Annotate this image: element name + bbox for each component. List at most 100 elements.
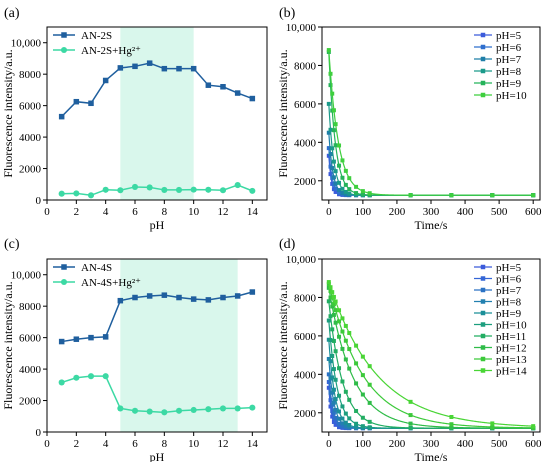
- data-point: [249, 95, 256, 102]
- data-point: [330, 402, 335, 407]
- y-tick-label: 4000: [294, 137, 317, 149]
- x-tick-label: 600: [525, 438, 542, 450]
- data-point: [73, 190, 80, 197]
- data-point: [449, 425, 454, 430]
- x-tick-label: 0: [326, 438, 332, 450]
- data-point: [331, 367, 336, 372]
- data-point: [333, 422, 338, 427]
- data-point: [88, 100, 94, 107]
- data-point: [73, 336, 80, 342]
- data-point: [234, 293, 241, 299]
- data-point: [328, 285, 333, 290]
- y-tick-label: 8000: [19, 69, 42, 81]
- data-point: [326, 299, 331, 304]
- legend: AN-4S AN-4S+Hg²⁺: [53, 262, 141, 289]
- panel-d: 0 100 200 300 400 500 600 2000 4000 6000 8000 10,00…: [276, 237, 542, 462]
- data-point: [102, 373, 109, 380]
- data-point: [367, 191, 372, 196]
- data-point: [354, 408, 359, 413]
- data-point: [490, 424, 495, 429]
- legend-swatch-marker: [480, 322, 486, 327]
- x-tick-label: 2: [74, 206, 80, 218]
- x-axis-label: pH: [150, 450, 165, 462]
- data-point: [333, 349, 338, 354]
- data-point: [330, 327, 335, 332]
- y-tick-label: 6000: [19, 101, 42, 113]
- data-point: [326, 380, 331, 385]
- legend-label: pH=11: [496, 331, 526, 343]
- panel-b: 0 100 200 300 400 500 600 2000 4000 6000 8000 10,00…: [276, 6, 542, 232]
- data-point: [343, 168, 348, 173]
- fit-curve: [328, 374, 534, 429]
- data-point: [175, 407, 183, 414]
- data-point: [360, 354, 365, 359]
- x-tick-label: 100: [355, 206, 372, 218]
- data-point: [58, 113, 65, 120]
- data-point: [337, 334, 342, 339]
- data-point: [330, 390, 335, 395]
- data-point: [449, 193, 454, 198]
- data-point: [408, 421, 413, 426]
- data-point: [490, 193, 495, 198]
- legend: pH=5pH=6pH=7pH=8pH=9pH=10: [474, 30, 527, 102]
- fit-curve: [328, 148, 534, 196]
- data-point: [330, 166, 335, 171]
- data-point: [330, 353, 335, 358]
- data-point: [220, 294, 226, 301]
- data-point: [354, 381, 359, 386]
- data-point: [354, 184, 359, 189]
- data-point: [360, 415, 365, 420]
- data-point: [88, 334, 94, 341]
- data-point: [343, 420, 348, 425]
- legend-label: pH=7: [496, 54, 522, 66]
- data-point: [449, 414, 454, 419]
- data-point: [190, 65, 197, 72]
- data-point: [190, 406, 197, 414]
- legend: pH=5pH=6pH=7pH=8pH=9pH=10pH=11pH=12pH=13…: [474, 262, 527, 378]
- legend-swatch-marker: [480, 276, 486, 281]
- data-point: [333, 189, 338, 194]
- data-point: [333, 186, 338, 191]
- data-point: [58, 379, 65, 386]
- series-AN-2S: [58, 60, 256, 120]
- data-point: [347, 330, 352, 335]
- data-point: [340, 158, 345, 163]
- legend-swatch-marker: [480, 287, 486, 293]
- data-point: [333, 122, 338, 127]
- plot-frame: [46, 258, 268, 433]
- legend-label: pH=14: [496, 366, 527, 378]
- legend-label: AN-4S+Hg²⁺: [81, 277, 141, 289]
- data-point: [367, 425, 372, 430]
- data-point: [333, 320, 338, 325]
- data-point: [343, 189, 348, 194]
- legend-label: AN-2S+Hg²⁺: [81, 45, 141, 57]
- data-point: [333, 415, 338, 420]
- legend-label: pH=12: [496, 343, 527, 355]
- data-point: [531, 424, 536, 429]
- data-point: [102, 334, 109, 340]
- x-axis-label: Time/s: [415, 450, 448, 462]
- data-point: [330, 375, 335, 380]
- data-point: [146, 293, 153, 299]
- data-point: [354, 421, 359, 426]
- data-point: [326, 130, 331, 135]
- data-point: [328, 127, 333, 132]
- data-point: [367, 382, 372, 387]
- data-point: [326, 101, 331, 106]
- x-tick-label: 500: [491, 206, 508, 218]
- y-tick-label: 8000: [294, 292, 317, 304]
- data-point: [360, 424, 365, 429]
- legend-swatch-marker: [61, 264, 67, 270]
- legend-label: pH=5: [496, 30, 522, 42]
- data-point: [234, 90, 241, 96]
- data-point: [333, 169, 338, 174]
- plot-frame: [46, 26, 268, 201]
- x-tick-label: 6: [132, 438, 138, 450]
- data-point: [161, 292, 168, 298]
- data-point: [117, 187, 124, 194]
- legend-swatch-marker: [480, 264, 486, 270]
- data-point: [347, 347, 352, 352]
- data-point: [328, 71, 333, 76]
- data-point: [328, 83, 333, 88]
- data-point: [331, 175, 336, 180]
